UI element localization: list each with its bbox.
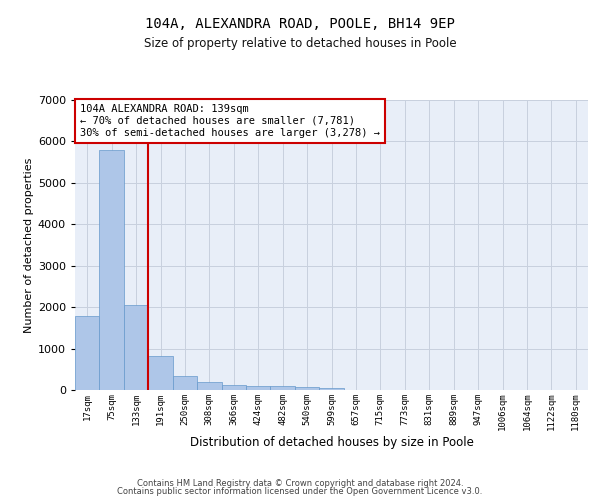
Bar [173, 376, 197, 390]
X-axis label: Distribution of detached houses by size in Poole: Distribution of detached houses by size … [190, 436, 473, 449]
Text: 104A, ALEXANDRA ROAD, POOLE, BH14 9EP: 104A, ALEXANDRA ROAD, POOLE, BH14 9EP [145, 18, 455, 32]
Bar [124, 304, 148, 390]
Bar [100, 150, 124, 390]
Text: Contains public sector information licensed under the Open Government Licence v3: Contains public sector information licen… [118, 487, 482, 496]
Bar [221, 385, 246, 390]
Y-axis label: Number of detached properties: Number of detached properties [23, 158, 34, 332]
Bar [271, 386, 295, 390]
Bar [295, 388, 319, 390]
Bar [319, 388, 344, 390]
Bar [246, 386, 271, 390]
Text: Size of property relative to detached houses in Poole: Size of property relative to detached ho… [143, 38, 457, 51]
Text: 104A ALEXANDRA ROAD: 139sqm
← 70% of detached houses are smaller (7,781)
30% of : 104A ALEXANDRA ROAD: 139sqm ← 70% of det… [80, 104, 380, 138]
Bar [75, 316, 100, 390]
Bar [197, 382, 221, 390]
Text: Contains HM Land Registry data © Crown copyright and database right 2024.: Contains HM Land Registry data © Crown c… [137, 478, 463, 488]
Bar [148, 356, 173, 390]
